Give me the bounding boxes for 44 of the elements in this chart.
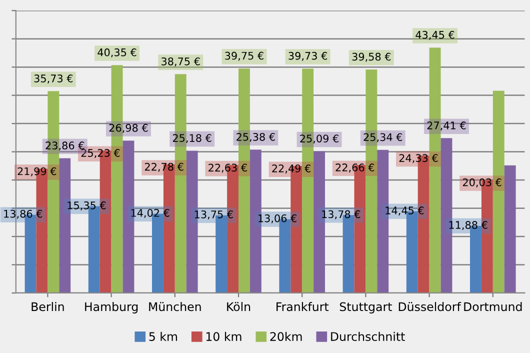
data-label: 13,78 €: [322, 210, 360, 220]
x-tick-label: Köln: [227, 302, 250, 312]
data-label: 27,41 €: [427, 122, 466, 130]
data-label: 25,23 €: [81, 149, 120, 158]
bar: [492, 90, 504, 293]
legend-label: 20km: [270, 332, 302, 341]
data-label: 22,78 €: [144, 162, 184, 172]
data-label: 22,63 €: [208, 164, 247, 173]
x-tick-label: Dortmund: [464, 302, 522, 312]
data-label: 26,98 €: [109, 124, 148, 133]
legend-label: Durchschnitt: [331, 332, 405, 341]
data-label: 23,86 €: [46, 142, 84, 150]
data-label: 15,35 €: [68, 201, 106, 210]
data-label: 25,09 €: [300, 134, 338, 144]
legend-label: 10 km: [206, 332, 242, 341]
data-label: 20,03 €: [462, 178, 502, 188]
data-label: 24,33 €: [399, 154, 438, 164]
x-tick-label: Stuttgart: [340, 302, 392, 314]
bar: [504, 165, 516, 293]
data-label: 39,73 €: [288, 52, 328, 61]
data-label: 39,75 €: [225, 52, 264, 61]
x-tick-label: Hamburg: [85, 302, 138, 314]
data-label: 39,58 €: [352, 52, 391, 62]
x-tick-label: München: [149, 302, 201, 312]
data-label: 25,18 €: [172, 134, 212, 144]
data-label: 25,38 €: [236, 132, 275, 142]
data-label: 13,75 €: [194, 210, 233, 220]
data-label: 14,45 €: [386, 206, 424, 216]
data-label: 21,99 €: [18, 167, 56, 176]
data-label: 22,66 €: [336, 164, 374, 172]
x-tick-label: Düsseldorf: [398, 302, 462, 312]
x-tick-label: Frankfurt: [276, 302, 329, 312]
data-label: 14,02 €: [131, 208, 170, 218]
data-label: 40,35 €: [98, 48, 136, 58]
data-label: 38,75 €: [162, 57, 200, 66]
data-label: 11,88 €: [449, 221, 488, 230]
data-label: 22,49 €: [272, 164, 310, 174]
x-tick-label: Berlin: [32, 302, 64, 312]
data-label: 13,06 €: [258, 214, 296, 224]
data-label: 13,86 €: [4, 210, 42, 219]
data-label: 43,45 €: [416, 30, 454, 40]
data-label: 25,34 €: [364, 133, 402, 142]
legend-label: 5 km: [149, 332, 177, 341]
data-label: 35,73 €: [34, 74, 73, 84]
